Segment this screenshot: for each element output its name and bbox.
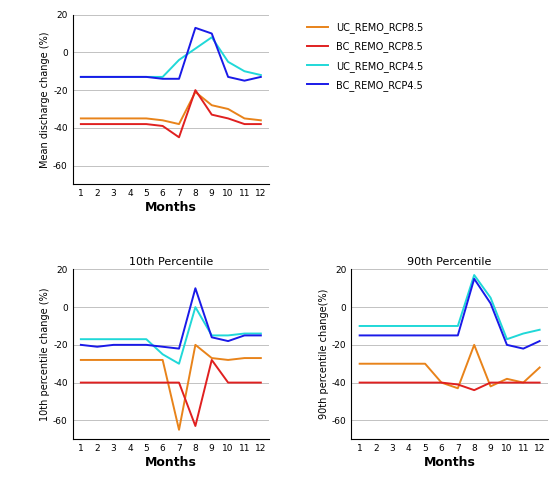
Y-axis label: 90th percentile change(%): 90th percentile change(%) (319, 289, 329, 420)
Legend: UC_REMO_RCP8.5, BC_REMO_RCP8.5, UC_REMO_RCP4.5, BC_REMO_RCP4.5: UC_REMO_RCP8.5, BC_REMO_RCP8.5, UC_REMO_… (304, 20, 426, 94)
Y-axis label: Mean discharge change (%): Mean discharge change (%) (40, 31, 50, 168)
X-axis label: Months: Months (145, 201, 197, 214)
X-axis label: Months: Months (424, 456, 476, 469)
Title: 10th Percentile: 10th Percentile (129, 257, 213, 267)
Y-axis label: 10th percentile change (%): 10th percentile change (%) (40, 287, 50, 421)
Title: 90th Percentile: 90th Percentile (408, 257, 492, 267)
X-axis label: Months: Months (145, 456, 197, 469)
